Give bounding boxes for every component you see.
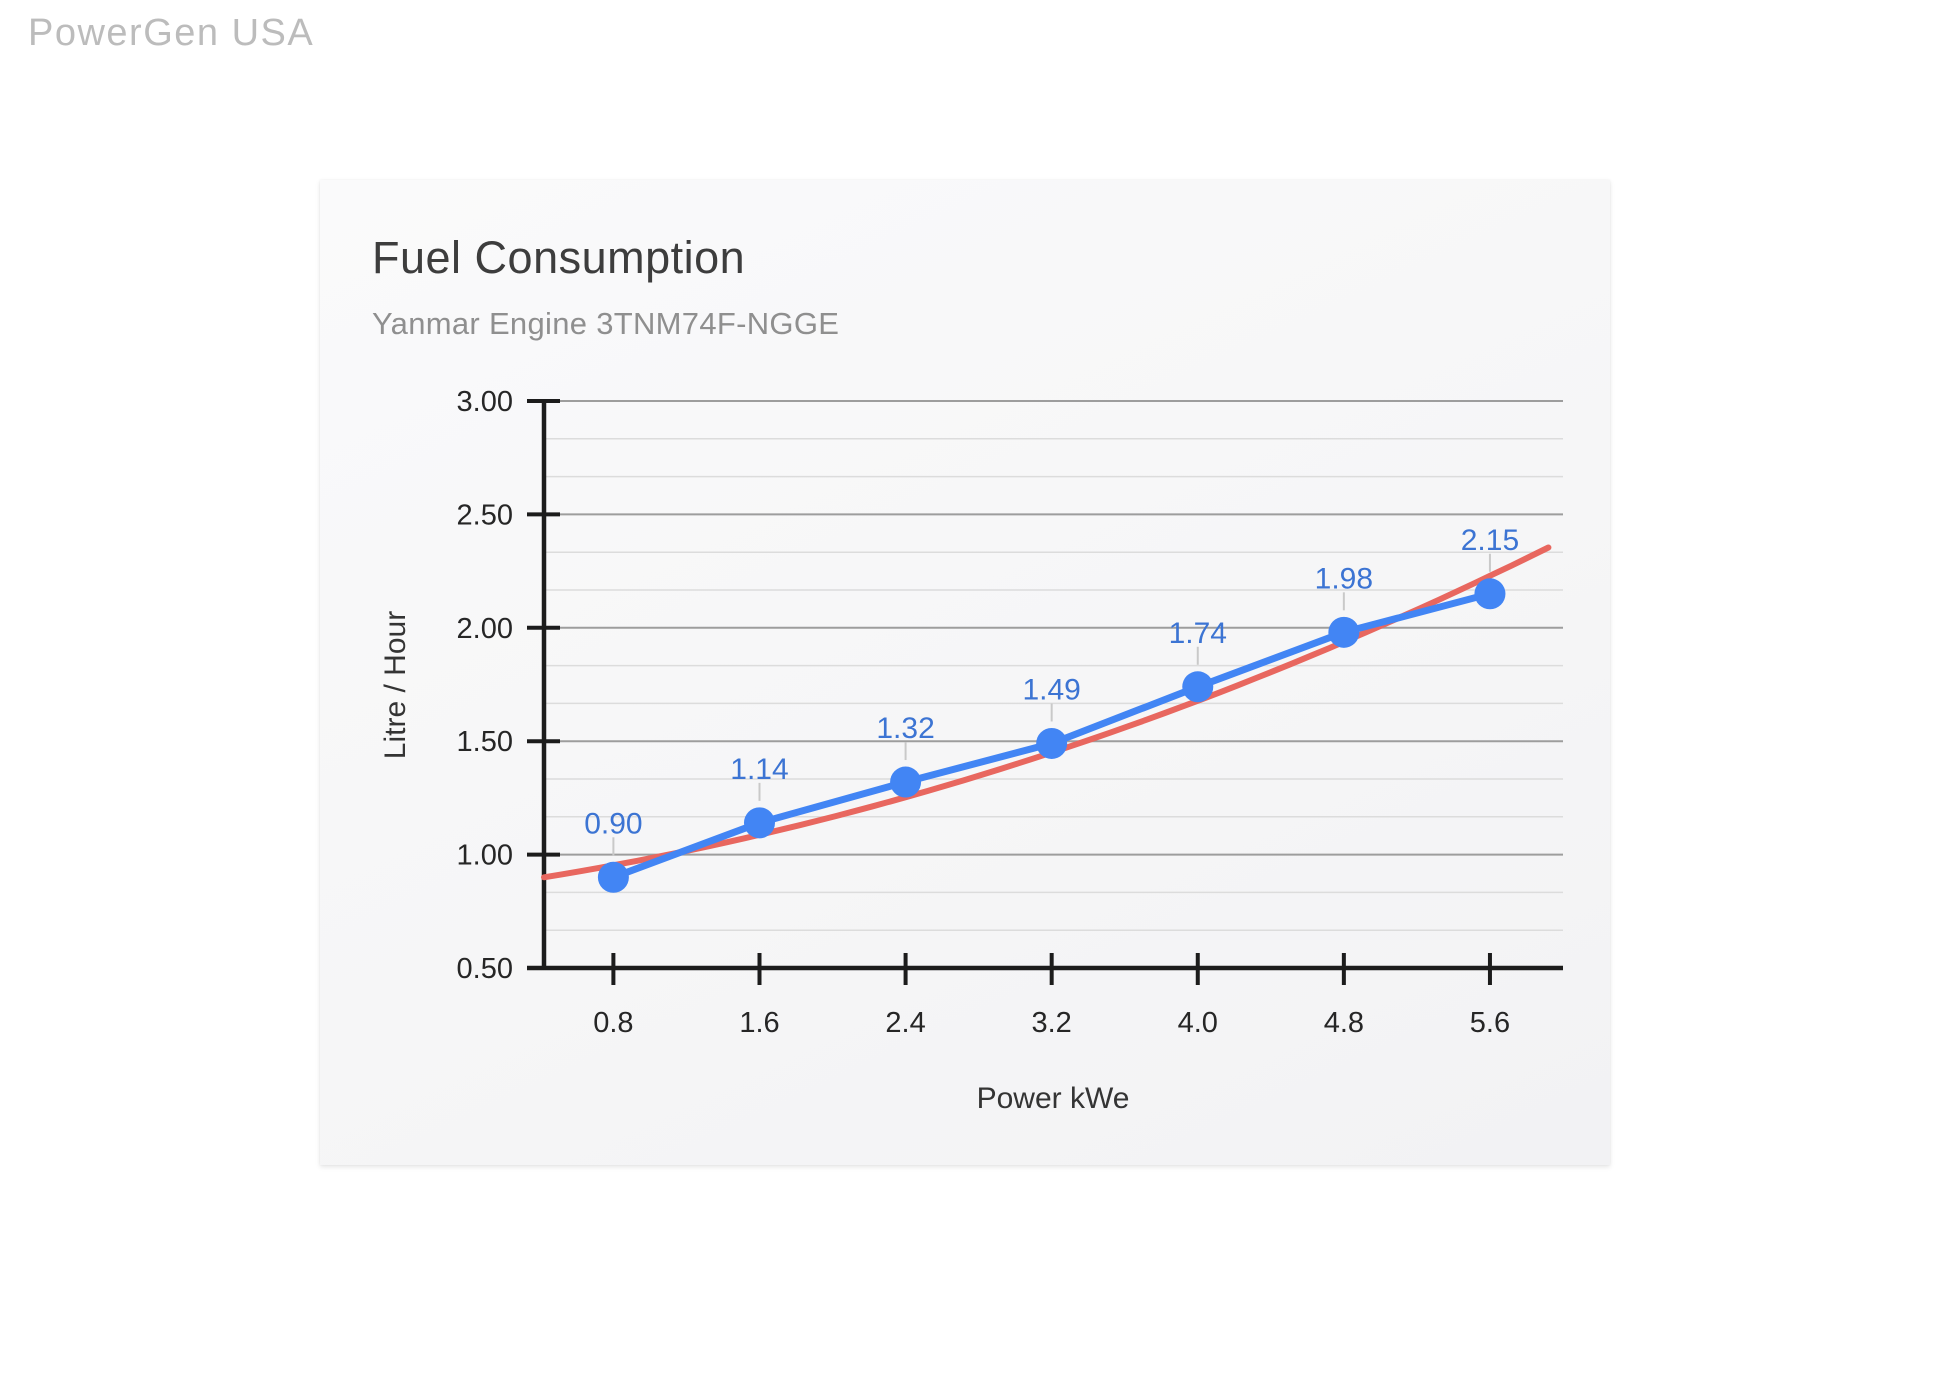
y-tick-label: 0.50 (457, 953, 513, 985)
chart-card: Fuel Consumption Yanmar Engine 3TNM74F-N… (320, 180, 1610, 1165)
chart-title: Fuel Consumption (372, 232, 746, 283)
chart-subtitle: Yanmar Engine 3TNM74F-NGGE (372, 306, 840, 341)
x-tick-label: 3.2 (1032, 1007, 1072, 1039)
data-points (597, 578, 1506, 893)
y-tick-label: 3.00 (457, 386, 513, 418)
x-tick-label: 0.8 (593, 1007, 633, 1039)
data-point (890, 766, 922, 798)
data-label: 1.32 (876, 712, 934, 745)
data-point (1182, 671, 1214, 703)
y-tick-label: 2.50 (457, 499, 513, 531)
data-point (1036, 727, 1068, 759)
data-label: 1.14 (730, 753, 788, 786)
data-point (1474, 578, 1506, 610)
data-label: 0.90 (584, 807, 642, 840)
x-tick-label: 5.6 (1470, 1007, 1510, 1039)
y-tick-label: 1.00 (457, 840, 513, 872)
x-tick-label: 4.8 (1324, 1007, 1364, 1039)
data-point (1328, 616, 1360, 648)
y-tick-label: 2.00 (457, 613, 513, 645)
trendline-series (541, 544, 1552, 881)
tick-labels: 0.50 1.00 1.50 2.00 2.50 3.00 0.8 1.6 2.4 3.2 4.0 4… (457, 386, 1511, 1039)
y-tick-label: 1.50 (457, 726, 513, 758)
trendline (541, 544, 1552, 881)
watermark-text: PowerGen USA (28, 12, 315, 54)
data-labels: 0.90 1.14 1.32 1.49 1.74 1.98 2.15 (584, 524, 1519, 856)
y-axis-title: Litre / Hour (379, 611, 412, 759)
x-tick-label: 1.6 (739, 1007, 779, 1039)
fuel-consumption-chart: 0.90 1.14 1.32 1.49 1.74 1.98 2.15 0.50 1.00 1.5… (379, 386, 1563, 1115)
x-axis-title: Power kWe (977, 1082, 1130, 1115)
x-tick-label: 2.4 (885, 1007, 925, 1039)
minor-gridlines (544, 438, 1563, 931)
data-label: 2.15 (1461, 524, 1519, 557)
data-label: 1.98 (1315, 562, 1373, 595)
data-label: 1.74 (1169, 617, 1227, 650)
major-gridlines (544, 400, 1563, 856)
data-label: 1.49 (1022, 673, 1080, 706)
data-point (743, 807, 775, 839)
axis-ticks (527, 399, 1492, 985)
x-tick-label: 4.0 (1178, 1007, 1218, 1039)
data-point (597, 861, 629, 893)
